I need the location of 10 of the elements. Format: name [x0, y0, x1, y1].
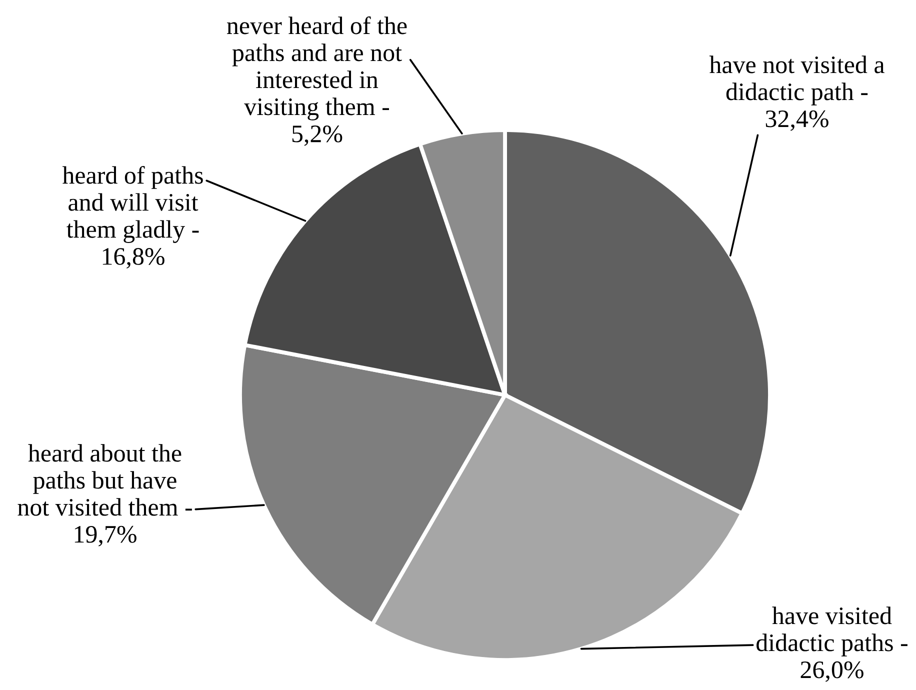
data-label: 19,7%: [74, 526, 136, 546]
slice-label: never heard of the paths and are not interested in visiting them -: [226, 16, 407, 120]
data-label: 26,0%: [800, 661, 864, 682]
slice-label: heard about the paths but have not visited them -: [18, 444, 192, 516]
slice-label: have not visited a didactic path -: [709, 56, 884, 106]
slice-label: have visited didactic paths -: [756, 606, 908, 656]
slice-label: heard of paths and will visit them gladly -: [62, 166, 203, 243]
data-label: 5,2%: [292, 125, 342, 146]
data-label: 32,4%: [766, 110, 828, 131]
data-label: 16,8%: [102, 248, 164, 269]
